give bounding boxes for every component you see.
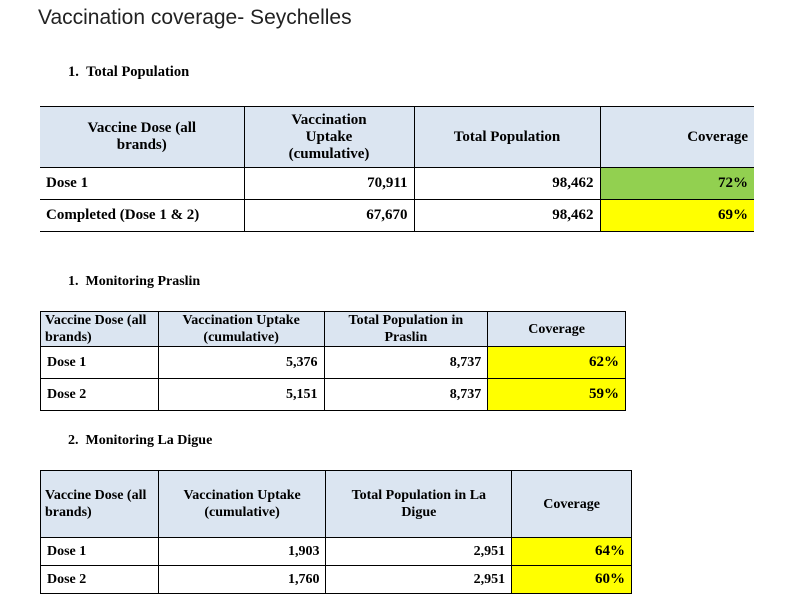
dose-cell: Dose 1 bbox=[40, 346, 159, 379]
dose-cell: Dose 2 bbox=[40, 565, 159, 594]
total-population-table: Vaccine Dose (all brands) Vaccination Up… bbox=[40, 106, 754, 232]
col-header-vaccine-dose: Vaccine Dose (all brands) bbox=[40, 106, 245, 168]
population-cell: 2,951 bbox=[325, 565, 513, 594]
coverage-cell: 60% bbox=[511, 565, 632, 594]
uptake-cell: 1,903 bbox=[157, 537, 327, 566]
coverage-cell: 69% bbox=[599, 199, 754, 232]
col-header-coverage: Coverage bbox=[487, 311, 626, 347]
uptake-cell: 70,911 bbox=[243, 167, 415, 200]
uptake-cell: 5,151 bbox=[157, 378, 325, 411]
uptake-cell: 1,760 bbox=[157, 565, 327, 594]
table-row: Dose 2 1,760 2,951 60% bbox=[40, 565, 632, 594]
population-cell: 8,737 bbox=[323, 378, 489, 411]
section-heading-monitoring-praslin: 1. Monitoring Praslin bbox=[68, 274, 201, 289]
uptake-cell: 5,376 bbox=[157, 346, 325, 379]
dose-cell: Completed (Dose 1 & 2) bbox=[40, 199, 245, 232]
table-row: Completed (Dose 1 & 2) 67,670 98,462 69% bbox=[40, 199, 754, 232]
col-header-total-population: Total Population in Praslin bbox=[323, 311, 489, 347]
table-row: Dose 1 5,376 8,737 62% bbox=[40, 346, 626, 379]
col-header-total-population: Total Population bbox=[413, 106, 601, 168]
praslin-table: Vaccine Dose (all brands) Vaccination Up… bbox=[40, 311, 626, 411]
col-header-vaccination-uptake: Vaccination Uptake (cumulative) bbox=[157, 470, 327, 538]
col-header-total-population: Total Population in La Digue bbox=[325, 470, 513, 538]
population-cell: 2,951 bbox=[325, 537, 513, 566]
table-header-row: Vaccine Dose (all brands) Vaccination Up… bbox=[40, 470, 632, 538]
uptake-cell: 67,670 bbox=[243, 199, 415, 232]
col-header-vaccine-dose: Vaccine Dose (all brands) bbox=[40, 311, 159, 347]
dose-cell: Dose 2 bbox=[40, 378, 159, 411]
population-cell: 98,462 bbox=[413, 167, 601, 200]
table-header-row: Vaccine Dose (all brands) Vaccination Up… bbox=[40, 106, 754, 168]
page-title: Vaccination coverage- Seychelles bbox=[38, 6, 352, 29]
table-row: Dose 1 1,903 2,951 64% bbox=[40, 537, 632, 566]
col-header-vaccination-uptake: Vaccination Uptake (cumulative) bbox=[157, 311, 325, 347]
coverage-cell: 64% bbox=[511, 537, 632, 566]
section-heading-monitoring-la-digue: 2. Monitoring La Digue bbox=[68, 433, 213, 448]
population-cell: 8,737 bbox=[323, 346, 489, 379]
dose-cell: Dose 1 bbox=[40, 167, 245, 200]
la-digue-table: Vaccine Dose (all brands) Vaccination Up… bbox=[40, 470, 632, 594]
col-header-coverage: Coverage bbox=[511, 470, 632, 538]
coverage-cell: 72% bbox=[599, 167, 754, 200]
section-heading-total-population: 1. Total Population bbox=[68, 64, 190, 80]
table-row: Dose 1 70,911 98,462 72% bbox=[40, 167, 754, 200]
col-header-vaccination-uptake: Vaccination Uptake (cumulative) bbox=[243, 106, 415, 168]
coverage-cell: 59% bbox=[487, 378, 626, 411]
col-header-coverage: Coverage bbox=[599, 106, 754, 168]
table-header-row: Vaccine Dose (all brands) Vaccination Up… bbox=[40, 311, 626, 347]
dose-cell: Dose 1 bbox=[40, 537, 159, 566]
col-header-vaccine-dose: Vaccine Dose (all brands) bbox=[40, 470, 159, 538]
table-row: Dose 2 5,151 8,737 59% bbox=[40, 378, 626, 411]
population-cell: 98,462 bbox=[413, 199, 601, 232]
coverage-cell: 62% bbox=[487, 346, 626, 379]
